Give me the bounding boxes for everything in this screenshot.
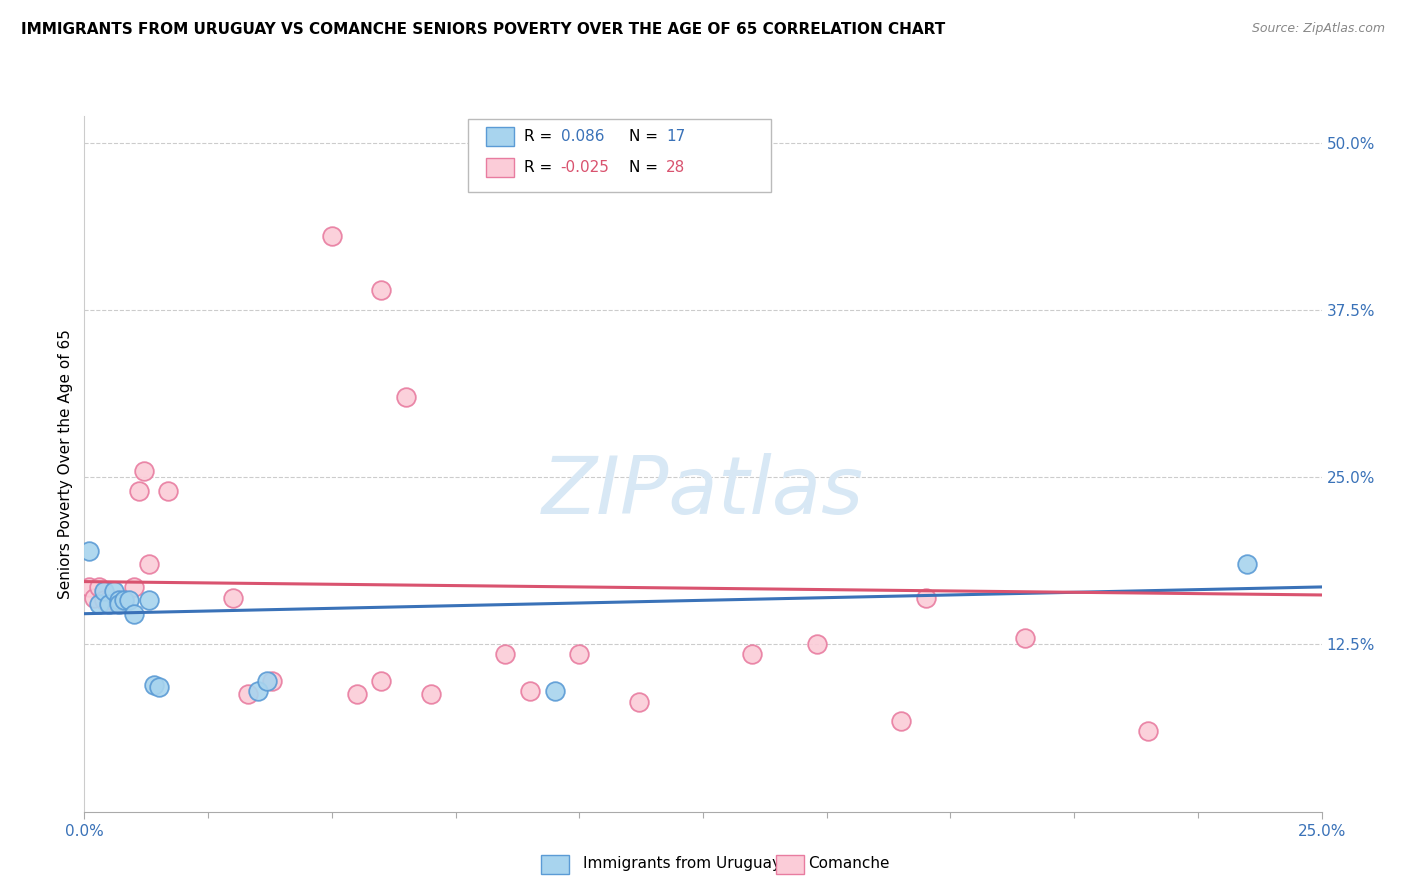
Point (1014, 631, 1036, 645)
Point (568, 647, 591, 661)
Point (79, 580, 101, 594)
Point (370, 673, 392, 688)
Point (108, 593, 131, 607)
Point (89, 580, 111, 594)
Point (108, 593, 131, 607)
Point (93, 593, 115, 607)
Point (1137, 724, 1160, 739)
Point (321, 229, 343, 244)
Point (132, 464, 155, 478)
Point (142, 678, 165, 692)
Point (103, 584, 125, 599)
Point (519, 684, 541, 698)
Point (93, 584, 115, 599)
Text: 17: 17 (666, 128, 685, 144)
Point (112, 593, 135, 607)
FancyBboxPatch shape (486, 158, 513, 178)
Point (108, 598, 131, 612)
Text: -0.025: -0.025 (561, 160, 610, 175)
Text: Immigrants from Uruguay: Immigrants from Uruguay (583, 856, 782, 871)
Point (1236, 557, 1258, 572)
Point (236, 687, 259, 701)
Point (806, 637, 828, 651)
FancyBboxPatch shape (486, 127, 513, 146)
Text: Source: ZipAtlas.com: Source: ZipAtlas.com (1251, 22, 1385, 36)
Point (256, 673, 278, 688)
Point (118, 593, 141, 607)
Text: ZIPatlas: ZIPatlas (541, 452, 865, 531)
Point (914, 591, 936, 605)
Point (890, 714, 912, 728)
Text: R =: R = (523, 128, 557, 144)
Point (128, 483, 150, 498)
Point (138, 557, 160, 572)
Text: N =: N = (628, 128, 662, 144)
Point (89, 598, 111, 612)
Text: IMMIGRANTS FROM URUGUAY VS COMANCHE SENIORS POVERTY OVER THE AGE OF 65 CORRELATI: IMMIGRANTS FROM URUGUAY VS COMANCHE SENI… (21, 22, 945, 37)
Text: Comanche: Comanche (808, 856, 890, 871)
Point (419, 687, 441, 701)
Point (98, 593, 121, 607)
FancyBboxPatch shape (468, 120, 770, 193)
Point (112, 593, 135, 607)
Point (246, 684, 269, 698)
Point (222, 591, 245, 605)
Point (122, 607, 145, 621)
Point (98, 598, 121, 612)
Text: N =: N = (628, 160, 662, 175)
Point (543, 684, 565, 698)
Point (370, 283, 392, 297)
Point (122, 580, 145, 594)
Point (627, 695, 650, 709)
Point (138, 593, 160, 607)
Point (395, 390, 418, 404)
Point (262, 673, 284, 688)
Point (79, 544, 101, 558)
Text: 28: 28 (666, 160, 685, 175)
Point (83, 591, 105, 605)
Point (346, 687, 368, 701)
Point (157, 483, 180, 498)
Text: R =: R = (523, 160, 557, 175)
Y-axis label: Seniors Poverty Over the Age of 65: Seniors Poverty Over the Age of 65 (58, 329, 73, 599)
Point (741, 647, 763, 661)
Text: 0.086: 0.086 (561, 128, 605, 144)
Point (103, 593, 125, 607)
Point (494, 647, 516, 661)
Point (148, 680, 170, 694)
